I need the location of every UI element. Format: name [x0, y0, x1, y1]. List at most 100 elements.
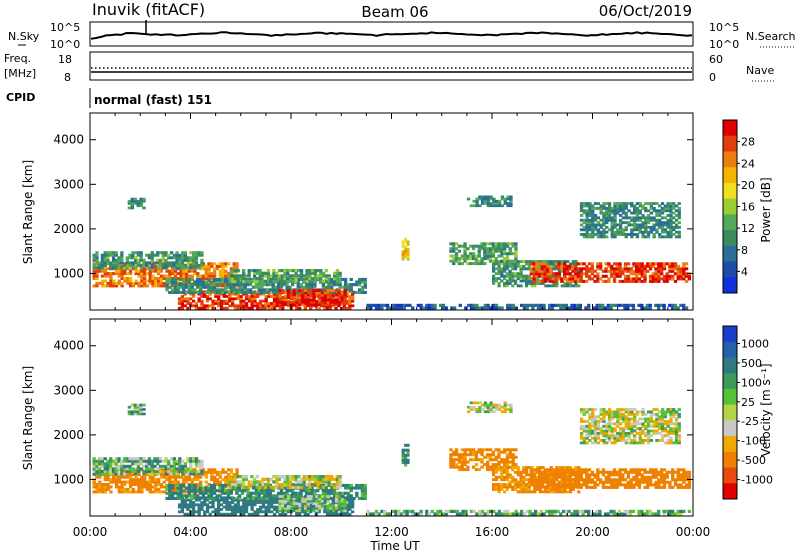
- heatmap-cell: [508, 260, 512, 263]
- heatmap-cell: [221, 470, 225, 474]
- heatmap-cell: [660, 267, 664, 271]
- heatmap-cell: [291, 274, 295, 278]
- heatmap-cell: [489, 306, 493, 310]
- heatmap-cell: [454, 453, 459, 457]
- heatmap-cell: [503, 448, 507, 452]
- heatmap-cell: [261, 292, 265, 296]
- heatmap-cell: [227, 262, 231, 266]
- heatmap-cell: [239, 302, 243, 305]
- heatmap-cell: [330, 483, 334, 487]
- heatmap-cell: [283, 480, 287, 484]
- heatmap-cell: [272, 501, 277, 504]
- heatmap-cell: [305, 489, 309, 493]
- heatmap-cell: [404, 252, 408, 256]
- heatmap-cell: [360, 277, 365, 281]
- heatmap-cell: [222, 299, 226, 303]
- heatmap-cell: [207, 269, 211, 273]
- heatmap-cell: [197, 510, 201, 514]
- heatmap-cell: [128, 281, 133, 285]
- heatmap-cell: [313, 477, 317, 481]
- heatmap-cell: [334, 512, 338, 516]
- heatmap-cell: [474, 254, 478, 258]
- heatmap-cell: [585, 269, 589, 273]
- heatmap-cell: [607, 206, 612, 210]
- heatmap-cell: [542, 512, 546, 516]
- heatmap-cell: [554, 264, 558, 268]
- heatmap-cell: [394, 509, 398, 513]
- heatmap-cell: [503, 252, 507, 256]
- heatmap-cell: [385, 303, 390, 307]
- heatmap-cell: [280, 475, 284, 479]
- heatmap-cell: [363, 489, 367, 493]
- heatmap-cell: [318, 296, 322, 299]
- heatmap-cell: [360, 280, 365, 284]
- heatmap-cell: [221, 280, 225, 284]
- heatmap-cell: [660, 225, 665, 229]
- heatmap-cell: [374, 509, 379, 513]
- heatmap-cell: [247, 306, 251, 310]
- heatmap-cell: [309, 499, 313, 503]
- heatmap-cell: [229, 267, 234, 271]
- heatmap-cell: [613, 214, 617, 217]
- heatmap-cell: [406, 240, 410, 244]
- heatmap-cell: [145, 467, 149, 471]
- heatmap-cell: [503, 202, 507, 205]
- heatmap-cell: [327, 489, 331, 493]
- heatmap-cell: [568, 284, 573, 288]
- heatmap-cell: [579, 206, 584, 210]
- heatmap-cell: [525, 485, 529, 489]
- heatmap-cell: [535, 269, 539, 273]
- heatmap-cell: [543, 262, 547, 266]
- heatmap-cell: [254, 494, 258, 498]
- heatmap-cell: [503, 468, 507, 472]
- heatmap-cell: [606, 303, 610, 307]
- heatmap-cell: [181, 258, 185, 262]
- heatmap-cell: [197, 263, 201, 267]
- heatmap-cell: [131, 473, 135, 477]
- heatmap-cell: [525, 282, 529, 285]
- heatmap-cell: [348, 505, 352, 509]
- heatmap-cell: [616, 223, 620, 227]
- heatmap-cell: [281, 499, 285, 503]
- heatmap-cell: [404, 458, 408, 462]
- heatmap-cell: [576, 272, 581, 276]
- heatmap-cell: [546, 269, 550, 273]
- heatmap-cell: [624, 221, 628, 225]
- heatmap-cell: [164, 261, 168, 265]
- heatmap-cell: [635, 279, 639, 283]
- heatmap-cell: [181, 459, 185, 463]
- heatmap-cell: [399, 306, 404, 310]
- heatmap-cell: [261, 480, 265, 484]
- heatmap-cell: [302, 277, 306, 281]
- heatmap-cell: [519, 267, 523, 271]
- heatmap-cell: [558, 269, 562, 273]
- heatmap-cell: [250, 279, 254, 283]
- heatmap-cell: [358, 277, 362, 281]
- heatmap-cell: [511, 512, 515, 516]
- heatmap-cell: [281, 495, 285, 498]
- heatmap-cell: [151, 277, 155, 280]
- heatmap-cell: [295, 512, 299, 516]
- heatmap-cell: [270, 501, 274, 504]
- heatmap-cell: [325, 306, 330, 310]
- heatmap-cell: [500, 269, 504, 273]
- heatmap-cell: [244, 485, 248, 489]
- heatmap-cell: [549, 264, 553, 268]
- heatmap-cell: [228, 503, 232, 507]
- heatmap-cell: [122, 266, 127, 270]
- heatmap-cell: [112, 272, 116, 276]
- heatmap-cell: [665, 272, 669, 276]
- heatmap-cell: [626, 306, 630, 310]
- heatmap-cell: [343, 502, 347, 505]
- heatmap-cell: [430, 306, 434, 310]
- heatmap-cell: [219, 299, 224, 303]
- heatmap-cell: [503, 282, 507, 285]
- heatmap-cell: [172, 263, 176, 267]
- heatmap-cell: [657, 303, 661, 307]
- heatmap-cell: [126, 281, 130, 285]
- heatmap-cell: [120, 487, 124, 491]
- heatmap-cell: [95, 467, 99, 471]
- heatmap-cell: [233, 271, 237, 275]
- heatmap-cell: [261, 279, 265, 283]
- heatmap-cell: [134, 468, 138, 472]
